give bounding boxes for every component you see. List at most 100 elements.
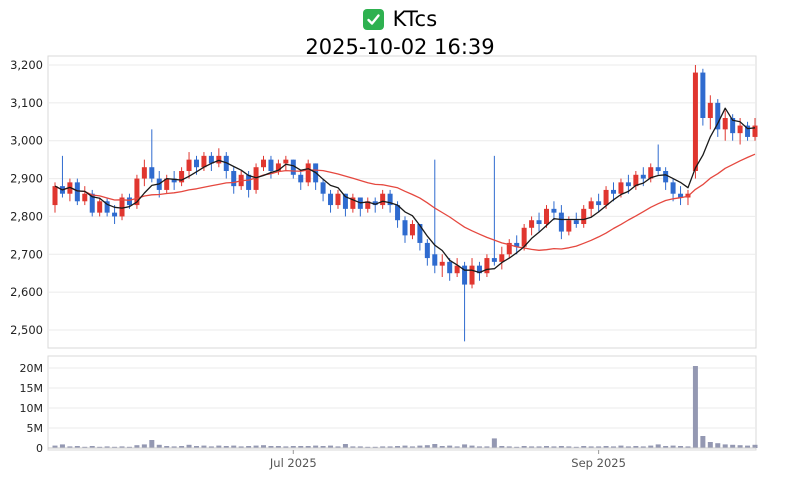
candle-body: [730, 118, 736, 134]
candle-body: [193, 159, 199, 168]
volume-bar: [208, 446, 214, 448]
volume-bar: [603, 446, 609, 448]
volume-bar: [566, 446, 572, 448]
candle-body: [536, 220, 542, 224]
candle-body: [447, 261, 453, 274]
volume-bar: [514, 446, 520, 448]
candle-body: [231, 171, 237, 187]
volume-bar: [543, 446, 549, 448]
candle-body: [208, 155, 214, 164]
candle-body: [342, 193, 348, 209]
candle-body: [104, 201, 110, 213]
volume-bar: [745, 445, 751, 448]
price-axis-label: 2,700: [10, 247, 43, 261]
candle-body: [618, 182, 624, 194]
volume-bar: [313, 445, 319, 448]
volume-bar: [365, 446, 371, 448]
volume-bar: [82, 446, 88, 448]
volume-bar: [201, 445, 207, 448]
candle-body: [387, 193, 393, 206]
volume-bar: [350, 446, 356, 448]
volume-bar: [447, 445, 453, 448]
volume-bar: [424, 445, 430, 448]
candle-body: [112, 212, 118, 217]
candle-body: [484, 258, 490, 274]
candle-body: [417, 224, 423, 243]
candle-body: [581, 208, 587, 224]
candle-body: [424, 242, 430, 259]
volume-bar: [52, 445, 58, 448]
candle-body: [372, 201, 378, 206]
candle-body: [566, 220, 572, 232]
volume-bar: [193, 446, 199, 448]
candle-body: [633, 174, 639, 187]
volume-bar: [328, 445, 334, 448]
price-axis-label: 3,100: [10, 96, 43, 110]
candle-body: [737, 125, 743, 134]
volume-bar: [611, 446, 617, 448]
candle-body: [625, 182, 631, 187]
candle-body: [476, 265, 482, 274]
candle-body: [745, 125, 751, 137]
volume-bar: [536, 446, 542, 448]
volume-bar: [134, 445, 140, 448]
candle-body: [752, 125, 758, 137]
volume-bar: [261, 445, 267, 448]
candle-body: [439, 261, 445, 266]
candle-body: [573, 220, 579, 224]
candle-body: [462, 265, 468, 285]
candle-body: [186, 159, 192, 171]
volume-bar: [655, 444, 661, 448]
volume-bar: [253, 445, 259, 448]
volume-axis-label: 0: [36, 442, 43, 455]
candle-body: [164, 178, 170, 190]
candle-body: [402, 220, 408, 236]
candle-body: [97, 201, 103, 213]
candle-body: [283, 159, 289, 164]
candle-body: [499, 254, 505, 262]
volume-bar: [462, 444, 468, 448]
volume-axis-label: 15M: [20, 382, 44, 395]
volume-bar: [640, 446, 646, 448]
volume-bar: [357, 446, 363, 448]
volume-bar: [596, 446, 602, 448]
volume-bar: [588, 446, 594, 448]
candle-body: [514, 242, 520, 247]
volume-bar: [558, 446, 564, 448]
volume-bar: [246, 446, 252, 448]
price-axis-label: 3,000: [10, 134, 43, 148]
candle-body: [82, 193, 88, 202]
candle-body: [707, 102, 713, 118]
volume-bar: [700, 436, 706, 448]
volume-bar: [529, 446, 535, 448]
volume-bar: [74, 446, 80, 448]
volume-axis-label: 20M: [20, 362, 44, 375]
volume-bar: [268, 446, 274, 448]
volume-bar: [521, 446, 527, 448]
candle-body: [89, 193, 95, 213]
price-axis-label: 2,900: [10, 172, 43, 186]
candle-body: [253, 167, 259, 190]
candle-body: [275, 163, 281, 171]
volume-bar: [573, 446, 579, 448]
ma-line-long: [54, 153, 756, 251]
candle-body: [305, 163, 311, 183]
volume-bar: [97, 446, 103, 448]
volume-bar: [707, 442, 713, 448]
volume-bar: [112, 446, 118, 448]
volume-bar: [432, 444, 438, 448]
ma-line-short: [54, 107, 756, 274]
candle-body: [655, 167, 661, 171]
candle-body: [603, 189, 609, 206]
volume-bar: [484, 446, 490, 448]
volume-bar: [380, 446, 386, 448]
volume-bar: [491, 438, 497, 448]
volume-bar: [231, 445, 237, 448]
volume-bar: [275, 446, 281, 448]
volume-panel: [47, 355, 757, 451]
candle-body: [506, 242, 512, 255]
volume-bar: [685, 446, 691, 448]
volume-bar: [692, 366, 698, 448]
candle-body: [298, 174, 304, 183]
volume-bar: [551, 446, 557, 448]
